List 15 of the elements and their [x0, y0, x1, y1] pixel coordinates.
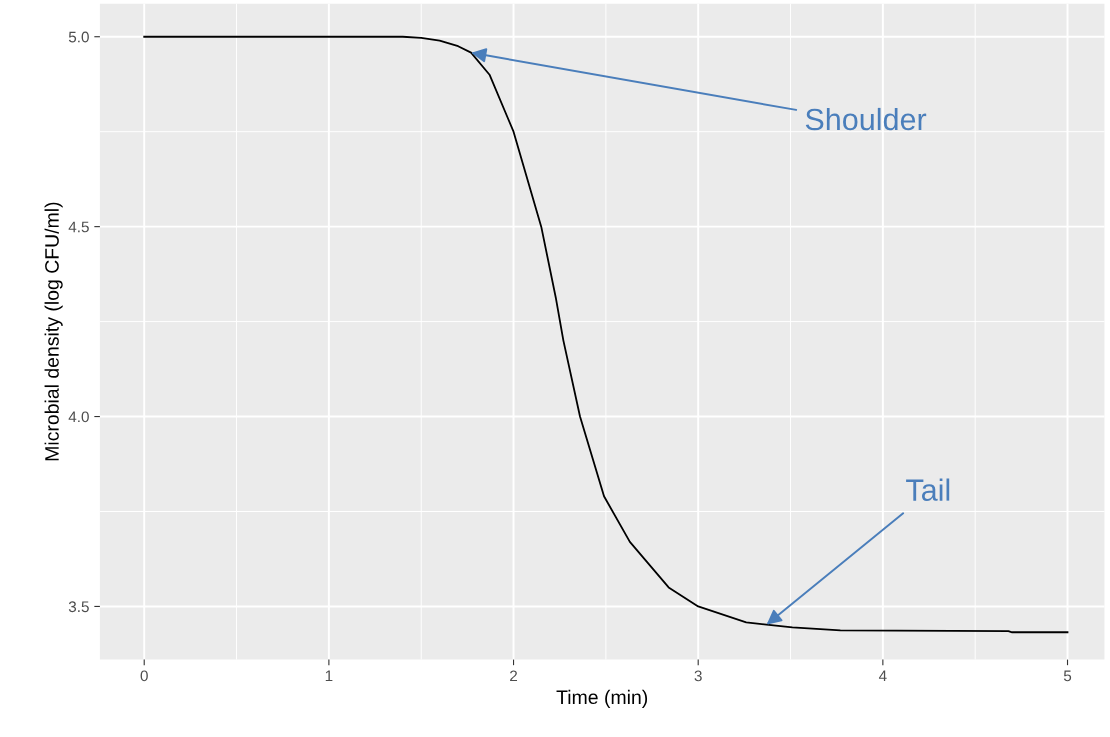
y-tick-label: 5.0: [68, 31, 89, 43]
annotation: Shoulder: [805, 107, 927, 131]
y-tick-label: 4.5: [68, 221, 89, 233]
x-tick-label: 2: [510, 670, 518, 682]
x-tick-label: 1: [325, 670, 333, 682]
y-axis-title: Microbial density (log CFU/ml): [44, 202, 63, 461]
annotation: Tail: [906, 478, 950, 501]
x-tick-label: 3: [694, 670, 702, 682]
line-series: [143, 35, 1069, 634]
y-tick-label: 4.0: [68, 411, 89, 423]
y-tick-label: 3.5: [68, 601, 89, 613]
x-axis-title: Time (min): [556, 689, 648, 708]
x-tick-label: 4: [878, 670, 887, 682]
x-tick-label: 0: [140, 670, 148, 682]
x-tick-label: 5: [1063, 670, 1072, 682]
